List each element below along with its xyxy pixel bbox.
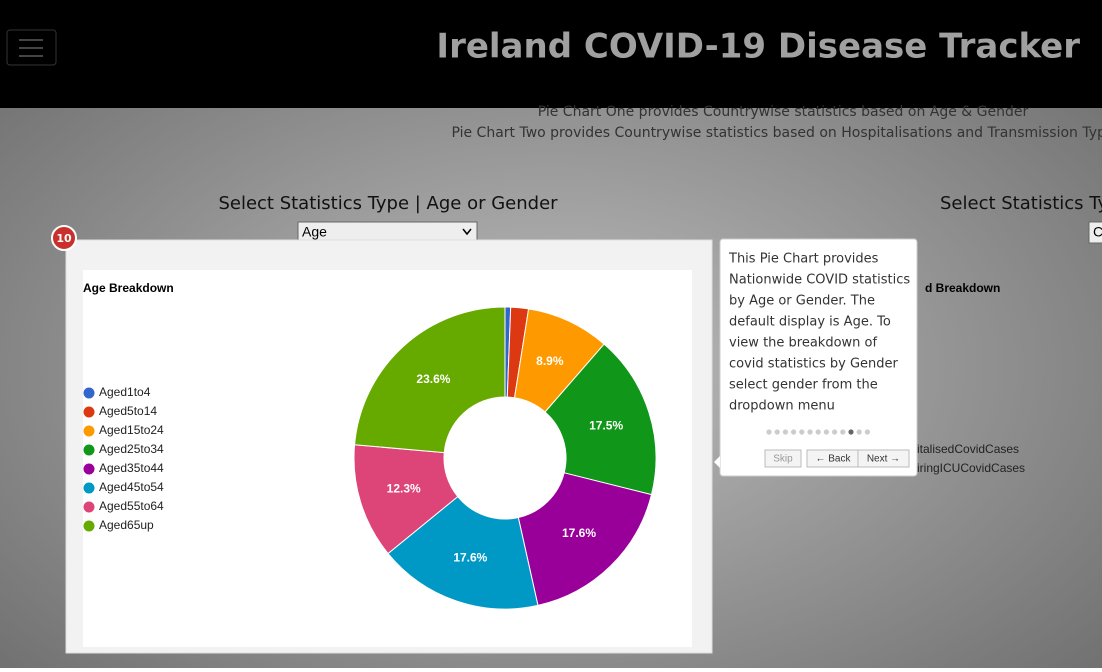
tooltip-arrow <box>714 456 720 468</box>
tooltip-text: Nationwide COVID statistics <box>729 273 910 288</box>
progress-dot <box>864 429 871 435</box>
step-number: 10 <box>56 232 72 245</box>
legend-label: Aged45to54 <box>99 480 164 494</box>
legend-swatch <box>83 425 95 437</box>
progress-dot <box>807 429 813 435</box>
select[interactable]: C <box>1088 221 1102 244</box>
slice-label: 17.5% <box>589 418 623 432</box>
button-frame <box>764 449 802 468</box>
legend-label: Aged65up <box>99 518 154 532</box>
slice-label: 17.6% <box>453 550 487 564</box>
intro-line: Pie Chart One provides Countrywise stati… <box>538 104 1029 120</box>
select[interactable]: Age <box>297 221 478 244</box>
tour-button[interactable]: ← Back <box>806 449 860 468</box>
tooltip-text: covid statistics by Gender <box>729 357 899 372</box>
header-bar <box>0 0 1102 108</box>
chart-title: d Breakdown <box>925 281 1000 295</box>
tour-button[interactable]: Skip <box>764 449 802 468</box>
progress-dot <box>766 429 772 435</box>
progress-dot <box>848 429 854 435</box>
legend-label: Aged5to14 <box>99 404 157 418</box>
button-frame <box>857 449 910 468</box>
tooltip-text: This Pie Chart provides <box>728 252 879 267</box>
legend-label: Aged35to44 <box>99 461 164 475</box>
progress-dot <box>832 429 838 435</box>
progress-dot <box>840 429 846 435</box>
slice <box>544 343 657 496</box>
tour-button[interactable]: Next → <box>857 449 910 468</box>
progress-dot <box>799 429 805 435</box>
progress-dot <box>823 429 830 435</box>
progress-dot <box>782 429 789 435</box>
legend-label: Aged25to34 <box>99 442 164 456</box>
slice-label: 12.3% <box>387 481 421 495</box>
menu-button[interactable] <box>6 29 57 66</box>
legend-label: Aged55to64 <box>99 499 164 513</box>
select-value: C <box>1093 224 1102 240</box>
button-label: ← Back <box>815 454 851 465</box>
progress-dot <box>815 429 821 435</box>
tooltip-text: select gender from the <box>729 378 878 393</box>
progress-dot <box>774 429 780 435</box>
legend-swatch <box>83 482 95 494</box>
legend-swatch <box>83 463 95 475</box>
slice <box>517 472 653 606</box>
legend-label: italisedCovidCases <box>917 442 1019 456</box>
legend-label: Aged1to4 <box>99 385 151 399</box>
button-label: Skip <box>773 454 793 465</box>
slice <box>387 495 539 610</box>
tooltip-text: default display is Age. To <box>729 315 891 330</box>
progress-dot <box>856 429 862 435</box>
slice-label: 23.6% <box>416 372 450 386</box>
step-badge <box>51 225 77 251</box>
tooltip-text: dropdown menu <box>729 399 835 414</box>
intro-line: Pie Chart Two provides Countrywise stati… <box>451 125 1102 141</box>
legend-label: Aged15to24 <box>99 423 164 437</box>
legend-swatch <box>83 406 95 418</box>
chart-title: Age Breakdown <box>83 281 174 295</box>
legend-swatch <box>83 444 95 456</box>
button-label: Next → <box>867 454 900 465</box>
slice <box>354 306 506 454</box>
tooltip-text: by Age or Gender. The <box>729 294 875 309</box>
donut-chart: 8.9% 17.5% 17.6% 17.6% 12.3% 23.6% Aged1to4 Age… <box>83 306 657 610</box>
legend-swatch <box>83 520 95 532</box>
slice-label: 8.9% <box>536 354 564 368</box>
tooltip-text: view the breakdown of <box>729 336 878 351</box>
legend-swatch <box>83 501 95 513</box>
select-value: Age <box>302 224 327 240</box>
slice-label: 17.6% <box>562 526 596 540</box>
legend-swatch <box>83 387 95 399</box>
legend-label: iringICUCovidCases <box>917 461 1025 475</box>
section-heading: Select Statistics Type <box>940 193 1102 214</box>
tour-tooltip <box>719 238 918 477</box>
tour-content: This Pie Chart provides Nationwide COVID … <box>728 252 910 468</box>
page-title: Ireland COVID-19 Disease Tracker <box>436 27 1080 67</box>
section-heading: Select Statistics Type | Age or Gender <box>218 193 558 214</box>
progress-dot <box>791 429 797 435</box>
